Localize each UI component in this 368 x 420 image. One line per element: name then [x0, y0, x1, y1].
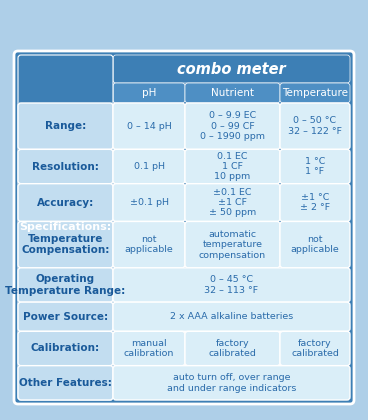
FancyBboxPatch shape — [113, 331, 185, 366]
Text: 0 – 14 pH: 0 – 14 pH — [127, 122, 171, 131]
Text: Resolution:: Resolution: — [32, 162, 99, 171]
FancyBboxPatch shape — [113, 366, 350, 400]
Text: Accuracy:: Accuracy: — [37, 197, 94, 207]
Text: 0 – 9.9 EC
0 – 99 CF
0 – 1990 ppm: 0 – 9.9 EC 0 – 99 CF 0 – 1990 ppm — [200, 111, 265, 141]
FancyBboxPatch shape — [280, 83, 350, 103]
FancyBboxPatch shape — [113, 302, 350, 331]
Text: 2 x AAA alkaline batteries: 2 x AAA alkaline batteries — [170, 312, 293, 321]
FancyBboxPatch shape — [113, 221, 185, 268]
Text: Other Features:: Other Features: — [19, 378, 112, 388]
Text: 0.1 pH: 0.1 pH — [134, 162, 164, 171]
Text: Specifications:: Specifications: — [20, 223, 112, 233]
Text: automatic
temperature
compensation: automatic temperature compensation — [199, 230, 266, 260]
Text: pH: pH — [142, 88, 156, 98]
FancyBboxPatch shape — [113, 83, 185, 103]
Text: Operating
Temperature Range:: Operating Temperature Range: — [6, 274, 125, 296]
Text: Calibration:: Calibration: — [31, 344, 100, 354]
FancyBboxPatch shape — [18, 184, 113, 221]
FancyBboxPatch shape — [113, 268, 350, 302]
Text: 0.1 EC
1 CF
10 ppm: 0.1 EC 1 CF 10 ppm — [215, 152, 251, 181]
Text: factory
calibrated: factory calibrated — [291, 339, 339, 358]
FancyBboxPatch shape — [280, 184, 350, 221]
FancyBboxPatch shape — [280, 103, 350, 150]
FancyBboxPatch shape — [113, 55, 350, 83]
FancyBboxPatch shape — [185, 221, 280, 268]
FancyBboxPatch shape — [18, 221, 113, 268]
Text: auto turn off, over range
and under range indicators: auto turn off, over range and under rang… — [167, 373, 296, 393]
Text: manual
calibration: manual calibration — [124, 339, 174, 358]
FancyBboxPatch shape — [18, 331, 113, 366]
Text: ±0.1 EC
±1 CF
± 50 ppm: ±0.1 EC ±1 CF ± 50 ppm — [209, 188, 256, 218]
Text: not
applicable: not applicable — [125, 235, 173, 255]
Text: 0 – 50 °C
32 – 122 °F: 0 – 50 °C 32 – 122 °F — [288, 116, 342, 136]
Text: not
applicable: not applicable — [291, 235, 339, 255]
Text: 0 – 45 °C
32 – 113 °F: 0 – 45 °C 32 – 113 °F — [205, 275, 259, 295]
FancyBboxPatch shape — [185, 103, 280, 150]
Text: factory
calibrated: factory calibrated — [209, 339, 256, 358]
FancyBboxPatch shape — [18, 150, 113, 184]
FancyBboxPatch shape — [280, 221, 350, 268]
Text: Range:: Range: — [45, 121, 86, 131]
Text: Nutrient: Nutrient — [211, 88, 254, 98]
FancyBboxPatch shape — [185, 184, 280, 221]
FancyBboxPatch shape — [18, 366, 113, 400]
Text: combo meter: combo meter — [177, 61, 286, 76]
Text: 1 °C
1 °F: 1 °C 1 °F — [305, 157, 325, 176]
FancyBboxPatch shape — [18, 55, 113, 400]
FancyBboxPatch shape — [280, 331, 350, 366]
FancyBboxPatch shape — [280, 150, 350, 184]
FancyBboxPatch shape — [185, 331, 280, 366]
FancyBboxPatch shape — [113, 150, 185, 184]
FancyBboxPatch shape — [14, 51, 354, 404]
Text: Temperature: Temperature — [282, 88, 348, 98]
FancyBboxPatch shape — [185, 150, 280, 184]
Text: Temperature
Compensation:: Temperature Compensation: — [21, 234, 110, 255]
FancyBboxPatch shape — [185, 83, 280, 103]
Text: ±0.1 pH: ±0.1 pH — [130, 198, 169, 207]
Text: ±1 °C
± 2 °F: ±1 °C ± 2 °F — [300, 193, 330, 212]
FancyBboxPatch shape — [113, 103, 185, 150]
FancyBboxPatch shape — [18, 302, 113, 331]
FancyBboxPatch shape — [18, 268, 113, 302]
FancyBboxPatch shape — [18, 103, 113, 150]
FancyBboxPatch shape — [113, 184, 185, 221]
Text: Power Source:: Power Source: — [23, 312, 108, 322]
